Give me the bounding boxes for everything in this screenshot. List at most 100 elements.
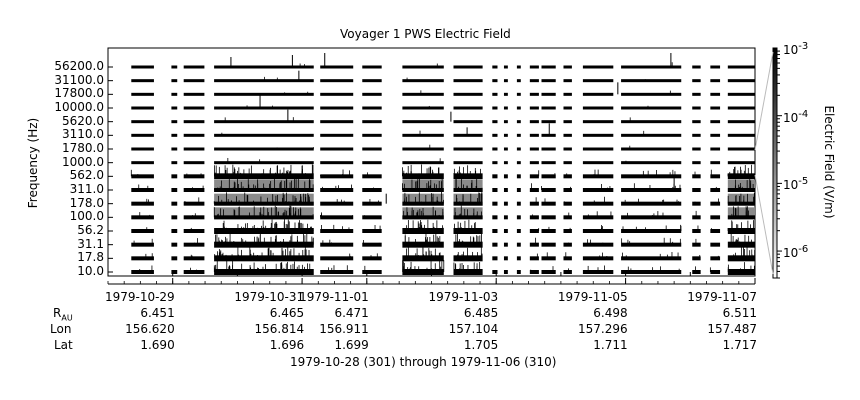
channel-band (503, 79, 508, 83)
channel-band (183, 174, 205, 179)
channel-band (402, 147, 444, 151)
channel-band (492, 256, 498, 261)
channel-band (529, 147, 539, 151)
channel-band (131, 65, 154, 69)
channel-band (362, 65, 382, 69)
channel-band (503, 65, 508, 69)
channel-band (692, 242, 701, 247)
x-tick-label: 1979-10-29 (104, 290, 175, 304)
channel-band (582, 133, 614, 137)
channel-band (131, 79, 154, 83)
y-tick-label: 10000.0 (54, 100, 104, 114)
channel-band (710, 188, 721, 192)
channel-band (183, 79, 205, 83)
channel-band (692, 133, 701, 137)
channel-band (516, 92, 521, 96)
channel-band (516, 147, 521, 151)
channel-band (503, 242, 508, 247)
r-label: R (53, 306, 62, 320)
channel-band (516, 106, 521, 110)
channel-band (183, 133, 205, 137)
channel-band (727, 147, 755, 151)
channel-band (402, 106, 444, 110)
colorbar-tick-exponent: -4 (798, 108, 809, 120)
channel-band (453, 188, 483, 192)
r-au-label: RAU (53, 306, 73, 322)
channel-band (453, 215, 483, 220)
channel-band (453, 228, 483, 234)
channel-band (727, 65, 755, 69)
channel-band (529, 256, 539, 261)
channel-band (402, 161, 444, 165)
channel-band (503, 133, 508, 137)
channel-band (320, 201, 354, 206)
channel-band (710, 120, 721, 124)
channel-band (171, 147, 178, 151)
channel-band (529, 65, 539, 69)
channel-band (563, 106, 572, 110)
channel-band (621, 106, 682, 110)
channel-band (183, 106, 205, 110)
channel-band (131, 120, 154, 124)
channel-band (503, 256, 508, 261)
channel-band (183, 92, 205, 96)
colorbar-tick-exponent: -6 (798, 244, 809, 256)
channel-band (563, 242, 572, 247)
channel-band (727, 161, 755, 165)
channel-band (541, 201, 556, 206)
y-tick-label: 17.8 (77, 250, 104, 265)
channel-band (214, 269, 314, 275)
channel-band (402, 201, 444, 206)
channel-band (582, 65, 614, 69)
y-tick-label: 178.0 (69, 195, 104, 210)
colorbar-tick-base: 10 (783, 110, 799, 125)
channel-band (516, 242, 521, 247)
channel-band (727, 188, 755, 192)
channel-band (320, 106, 354, 110)
x-tick-label: 1979-11-05 (557, 290, 628, 304)
colorbar-tick-label: 10-3 (783, 41, 808, 57)
channel-band (582, 215, 614, 220)
channel-band (529, 201, 539, 206)
date-range-label: 1979-10-28 (301) through 1979-11-06 (310… (290, 355, 557, 369)
channel-band (492, 133, 498, 137)
colorbar-tick-label: 10-6 (783, 244, 808, 260)
channel-band (171, 270, 178, 274)
channel-band (692, 174, 701, 179)
channel-band (582, 229, 614, 233)
channel-band (320, 133, 354, 137)
channel-band (692, 92, 701, 96)
channel-band (131, 188, 154, 192)
y-tick-label: 1000.0 (62, 154, 104, 169)
channel-band (621, 161, 682, 165)
channel-band (362, 174, 382, 179)
channel-band (492, 106, 498, 110)
channel-band (563, 256, 572, 261)
channel-band (131, 92, 154, 96)
y-tick-label: 10.0 (77, 264, 104, 278)
channel-band (516, 201, 521, 206)
channel-band (492, 188, 498, 192)
channel-band (710, 79, 721, 83)
x-tick-label: 1979-11-03 (428, 290, 499, 304)
channel-band (582, 147, 614, 151)
channel-band (563, 120, 572, 124)
channel-band (692, 120, 701, 124)
channel-band (710, 106, 721, 110)
channel-band (362, 133, 382, 137)
colorbar-tick-label: 10-4 (783, 109, 808, 125)
channel-band (541, 120, 556, 124)
channel-band (541, 256, 556, 261)
channel-band (503, 106, 508, 110)
channel-band (402, 173, 444, 180)
channel-band (529, 133, 539, 137)
ephemeris-lon-value: 157.487 (707, 322, 757, 336)
channel-band (692, 65, 701, 69)
channel-band (503, 161, 508, 165)
channel-band (582, 120, 614, 124)
channel-band (320, 270, 354, 274)
y-tick-label: 311.0 (69, 182, 104, 196)
channel-band (503, 147, 508, 151)
channel-band (362, 256, 382, 261)
channel-band (710, 256, 721, 261)
